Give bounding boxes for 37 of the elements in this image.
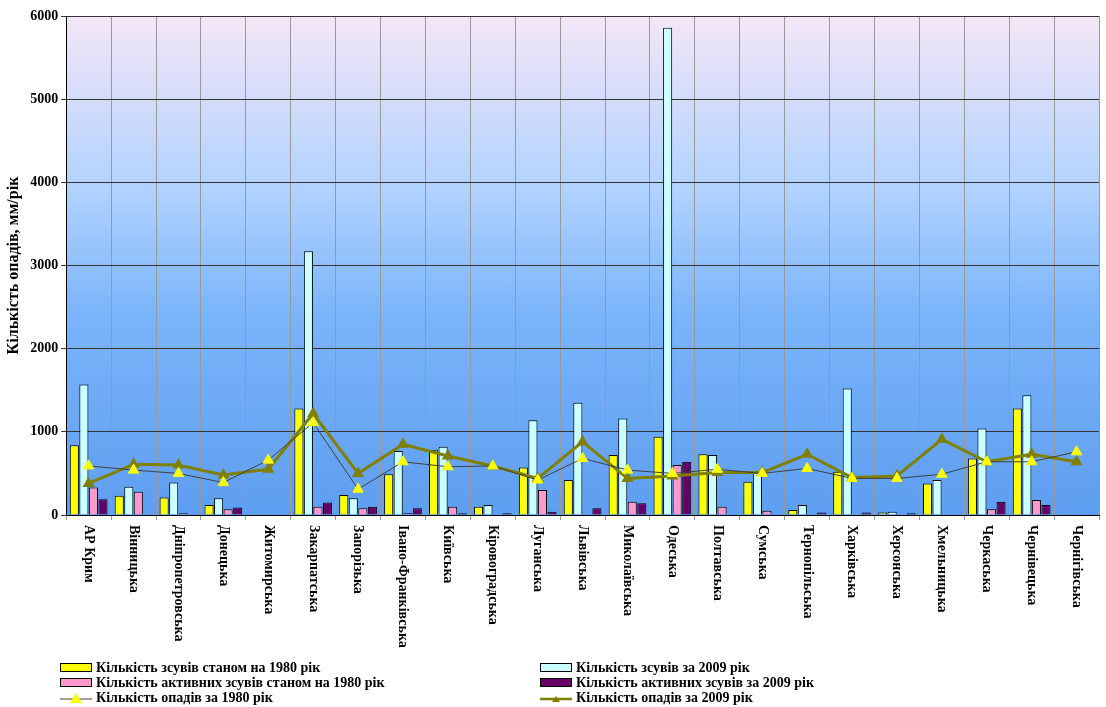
y-tick-label: 4000 — [30, 173, 59, 189]
y-tick-label: 3000 — [30, 257, 59, 273]
x-tick-label: Чернігівська — [1069, 525, 1085, 608]
x-tick-label: Миколаївська — [620, 525, 636, 616]
x-tick-label: Житомирська — [261, 525, 277, 615]
y-tick-label: 0 — [51, 506, 59, 522]
x-tick-label: Черкаська — [980, 525, 996, 593]
x-tick-label: Львівська — [575, 525, 591, 591]
x-tick-label: Полтавська — [710, 525, 726, 601]
legend-label: Кількість опадів за 1980 рік — [96, 690, 273, 705]
legend-label: Кількість зсувів за 2009 рік — [576, 660, 750, 675]
x-tick-label: Тернопільська — [800, 525, 816, 619]
y-tick-label: 5000 — [30, 90, 59, 106]
x-tick-label: Дніпропетровська — [171, 525, 187, 642]
x-tick-label: Донецька — [216, 525, 232, 587]
x-tick-label: Закарпатська — [306, 525, 322, 613]
y-axis-title: Кількість опадів, мм/рік — [3, 175, 22, 355]
legend-label: Кількість активних зсувів за 2009 рік — [576, 675, 814, 690]
x-tick-label: Луганська — [531, 525, 547, 592]
x-tick-label: Харківська — [845, 525, 861, 599]
x-tick-label: Одеська — [665, 525, 681, 578]
y-tick-label: 1000 — [30, 423, 59, 439]
x-tick-label: Херсонська — [890, 525, 906, 599]
x-tick-label: Сумська — [755, 525, 771, 580]
x-tick-label: Київська — [441, 525, 457, 584]
x-tick-label: АР Крим — [82, 525, 98, 584]
legend-label: Кількість активних зсувів станом на 1980 рік — [96, 675, 385, 690]
x-tick-label: Хмельницька — [935, 525, 951, 613]
x-tick-label: Івано-Франківська — [396, 525, 412, 648]
legend-label: Кількість зсувів станом на 1980 рік — [96, 660, 321, 675]
x-tick-label: Чернівецька — [1025, 525, 1041, 606]
x-tick-label: Кіровоградська — [486, 525, 502, 625]
x-tick-label: Запорізька — [351, 525, 367, 594]
y-tick-label: 2000 — [30, 340, 59, 356]
x-tick-label: Вінницька — [126, 525, 142, 593]
y-tick-label: 6000 — [30, 7, 59, 23]
legend-label: Кількість опадів за 2009 рік — [576, 690, 753, 705]
